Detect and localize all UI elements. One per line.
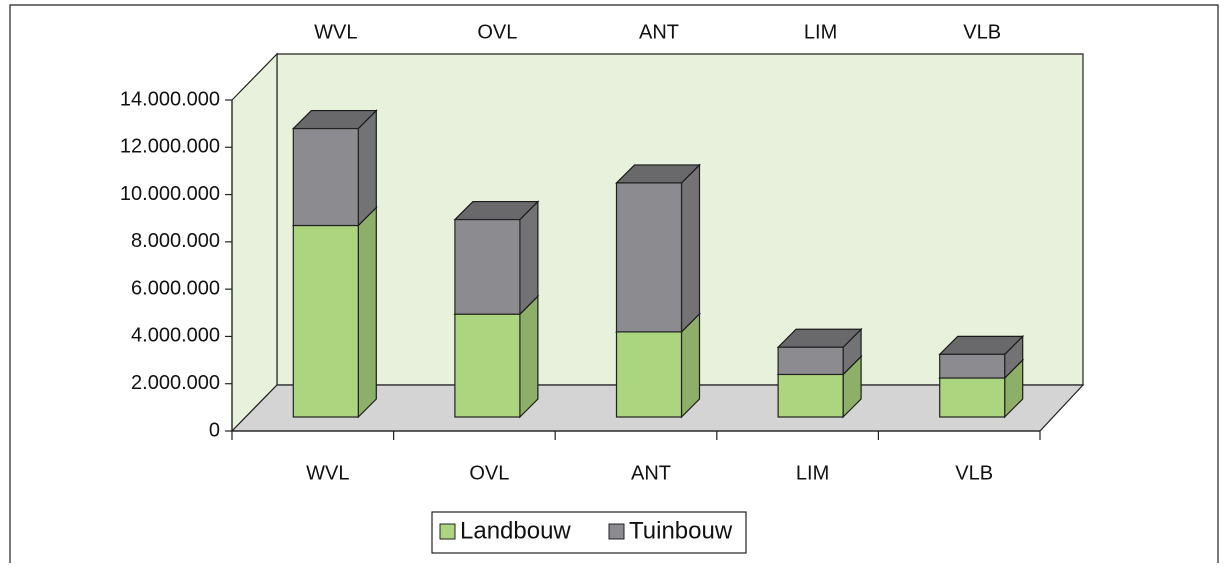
top-category-label: WVL xyxy=(314,21,357,43)
x-tick-label: WVL xyxy=(306,462,349,484)
legend-label: Landbouw xyxy=(460,517,571,544)
x-tick-label: VLB xyxy=(955,462,993,484)
y-tick-label: 4.000.000 xyxy=(131,325,220,347)
x-tick-label: ANT xyxy=(631,462,671,484)
bar-side xyxy=(680,163,701,334)
bar xyxy=(615,182,683,333)
bar xyxy=(777,346,844,376)
y-tick-label: 14.000.000 xyxy=(120,88,220,110)
legend-swatch xyxy=(439,523,456,540)
bar xyxy=(939,353,1006,379)
x-tick-label: OVL xyxy=(469,462,509,484)
y-tick-label: 0 xyxy=(209,419,220,441)
top-category-label: ANT xyxy=(639,21,679,43)
bar xyxy=(615,331,683,418)
legend-box xyxy=(431,511,747,554)
side-wall xyxy=(231,52,278,433)
bar xyxy=(454,313,521,418)
y-tick-label: 6.000.000 xyxy=(131,277,220,299)
bar-side xyxy=(519,294,539,419)
top-category-label: OVL xyxy=(477,21,517,43)
bar-side xyxy=(519,200,539,316)
bar xyxy=(292,224,359,418)
frame xyxy=(9,4,1219,563)
bar xyxy=(454,218,521,315)
y-tick-label: 2.000.000 xyxy=(131,372,220,394)
y-tick-label: 8.000.000 xyxy=(131,230,220,252)
bar-side xyxy=(357,206,377,419)
bar xyxy=(292,127,359,227)
bar xyxy=(777,373,844,418)
legend-label: Tuinbouw xyxy=(629,517,733,544)
y-tick-label: 10.000.000 xyxy=(120,183,220,205)
y-tick-label: 12.000.000 xyxy=(120,136,220,158)
top-category-label: LIM xyxy=(804,21,837,43)
top-category-label: VLB xyxy=(963,21,1001,43)
bar xyxy=(939,377,1006,418)
bar-side xyxy=(357,109,377,227)
x-tick-label: LIM xyxy=(796,462,829,484)
legend-swatch xyxy=(608,523,625,540)
